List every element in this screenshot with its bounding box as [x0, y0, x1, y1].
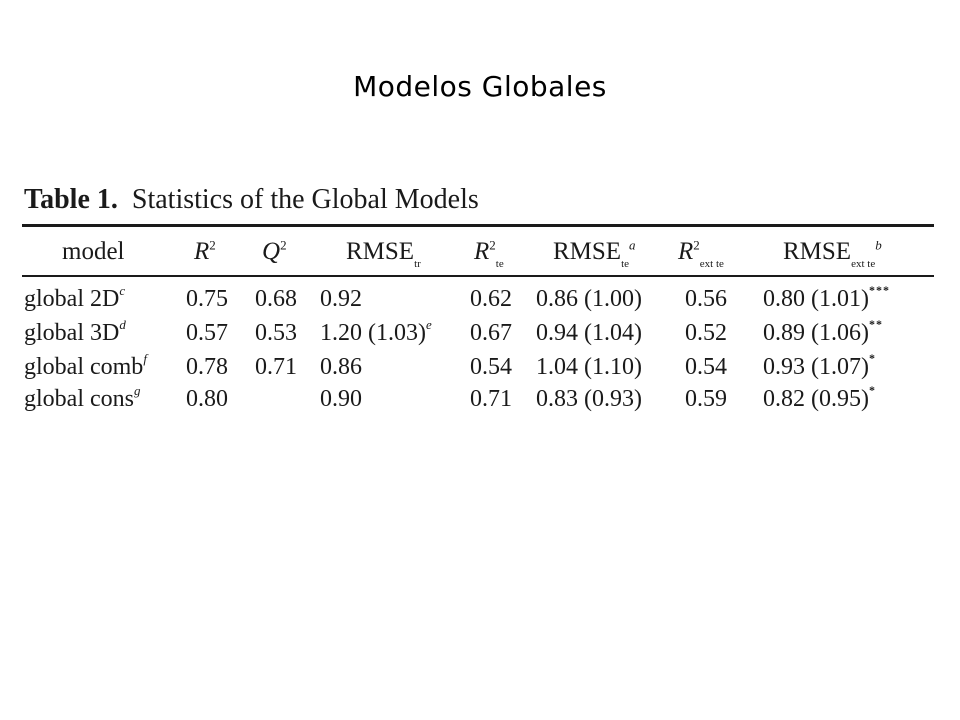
row-global-comb-r2-ext: 0.54 — [685, 354, 727, 380]
row-global-3d-rmse-ext: 0.89 (1.06)** — [763, 317, 883, 346]
row-global-cons-r2-te: 0.71 — [470, 386, 512, 412]
row-global-2d-r2-te: 0.62 — [470, 286, 512, 312]
header-r2-te: R2te — [474, 237, 504, 270]
row-global-cons-r2-ext: 0.59 — [685, 386, 727, 412]
row-global-2d-q2: 0.68 — [255, 286, 297, 312]
header-r2: R2 — [194, 237, 216, 265]
slide-title: Modelos Globales — [353, 70, 607, 103]
row-global-comb-q2: 0.71 — [255, 354, 297, 380]
row-global-comb-r2: 0.78 — [186, 354, 228, 380]
header-rmse-ext-te: RMSEext teb — [783, 237, 882, 270]
row-global-3d-model: global 3Dd — [24, 317, 126, 346]
row-global-2d-rmse-tr: 0.92 — [320, 286, 362, 312]
row-global-3d-rmse-te: 0.94 (1.04) — [536, 320, 642, 346]
table-caption-label: Table 1. — [24, 184, 118, 215]
header-model: model — [62, 238, 125, 265]
row-global-comb-model: global combf — [24, 351, 147, 380]
row-global-2d-r2: 0.75 — [186, 286, 228, 312]
row-global-cons-rmse-tr: 0.90 — [320, 386, 362, 412]
table-top-rule — [22, 224, 934, 227]
table-caption-text: Statistics of the Global Models — [131, 184, 479, 215]
row-global-cons-model: global consg — [24, 383, 141, 412]
header-rmse-tr: RMSEtr — [346, 238, 421, 270]
row-global-cons-rmse-te: 0.83 (0.93) — [536, 386, 642, 412]
row-global-2d-rmse-ext: 0.80 (1.01)*** — [763, 283, 890, 312]
row-global-cons-r2: 0.80 — [186, 386, 228, 412]
header-q2: Q2 — [262, 237, 287, 265]
table-caption: Table 1. Statistics of the Global Models — [24, 184, 479, 216]
row-global-2d-rmse-te: 0.86 (1.00) — [536, 286, 642, 312]
row-global-2d-r2-ext: 0.56 — [685, 286, 727, 312]
row-global-comb-rmse-tr: 0.86 — [320, 354, 362, 380]
significance-marks: *** — [868, 283, 890, 297]
row-global-cons-rmse-ext: 0.82 (0.95)* — [763, 383, 876, 412]
header-rmse-te: RMSEtea — [553, 237, 636, 270]
row-global-comb-rmse-te: 1.04 (1.10) — [536, 354, 642, 380]
significance-marks: ** — [868, 317, 883, 331]
row-global-2d-model: global 2Dc — [24, 283, 126, 312]
header-r2-ext-te: R2ext te — [678, 237, 724, 270]
row-global-3d-rmse-tr: 1.20 (1.03)e — [320, 317, 432, 346]
significance-marks: * — [868, 351, 876, 365]
row-global-comb-rmse-ext: 0.93 (1.07)* — [763, 351, 876, 380]
row-global-3d-r2: 0.57 — [186, 320, 228, 346]
row-global-3d-r2-ext: 0.52 — [685, 320, 727, 346]
significance-marks: * — [868, 383, 876, 397]
row-global-3d-q2: 0.53 — [255, 320, 297, 346]
row-global-3d-r2-te: 0.67 — [470, 320, 512, 346]
table-header-rule — [22, 275, 934, 277]
row-global-comb-r2-te: 0.54 — [470, 354, 512, 380]
